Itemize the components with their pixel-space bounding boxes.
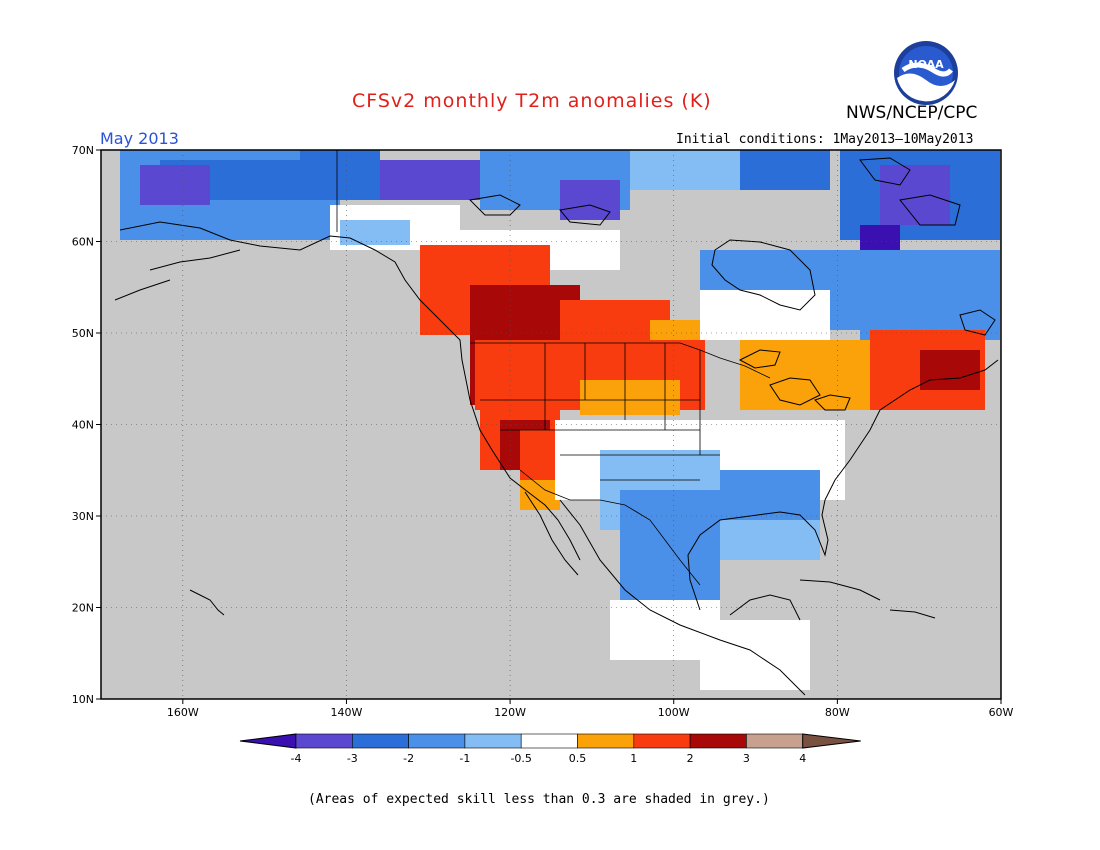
colorbar: -4 -3 -2 -1 -0.5 0.5 1 2 3 4 — [239, 733, 861, 765]
colorbar-tick-label: 1 — [630, 752, 637, 765]
longitude-label: 120W — [494, 706, 526, 719]
longitude-label: 100W — [658, 706, 690, 719]
colorbar-box — [520, 733, 578, 749]
colorbar-tick-label: -3 — [347, 752, 358, 765]
anomaly-region — [740, 150, 830, 190]
colorbar-tick-label: -2 — [403, 752, 414, 765]
anomaly-region — [630, 150, 750, 190]
anomaly-region — [140, 165, 210, 205]
colorbar-tick-label: 3 — [743, 752, 750, 765]
latitude-label: 20N — [72, 602, 94, 615]
longitude-label: 160W — [167, 706, 199, 719]
longitude-axis: 160W 140W 120W 100W 80W 60W — [167, 699, 1014, 719]
colorbar-tick-label: 4 — [799, 752, 806, 765]
anomaly-region — [380, 160, 480, 200]
map-title: CFSv2 monthly T2m anomalies (K) — [352, 90, 712, 112]
colorbar-box — [351, 733, 409, 749]
coastlines — [114, 157, 999, 696]
anomaly-region — [700, 290, 830, 340]
colorbar-box — [689, 733, 747, 749]
latitude-label: 10N — [72, 693, 94, 706]
longitude-label: 80W — [825, 706, 850, 719]
latitude-label: 70N — [72, 144, 94, 157]
colorbar-box — [464, 733, 522, 749]
longitude-label: 140W — [331, 706, 363, 719]
forecast-period: May 2013 — [100, 129, 179, 148]
colorbar-low-arrow — [239, 733, 297, 749]
colorbar-tick-label: -1 — [459, 752, 470, 765]
anomaly-region — [560, 180, 620, 220]
latitude-axis: 70N 60N 50N 40N 30N 20N 10N — [72, 144, 101, 706]
colorbar-tick-label: 0.5 — [569, 752, 587, 765]
colorbar-high-arrow — [802, 733, 861, 749]
anomaly-region — [700, 620, 810, 690]
anomaly-region — [740, 340, 890, 410]
skill-footnote: (Areas of expected skill less than 0.3 a… — [308, 792, 770, 807]
anomaly-region — [580, 380, 680, 415]
anomaly-region — [720, 520, 820, 560]
latitude-label: 60N — [72, 236, 94, 249]
anomaly-region — [300, 150, 380, 200]
colorbar-box — [408, 733, 466, 749]
initial-conditions: Initial conditions: 1May2013–10May2013 — [676, 132, 974, 147]
anomaly-region — [920, 350, 980, 390]
noaa-logo-icon: NOAA — [894, 41, 958, 105]
anomaly-region — [880, 165, 950, 225]
latitude-label: 40N — [72, 419, 94, 432]
latitude-label: 50N — [72, 327, 94, 340]
colorbar-box — [577, 733, 635, 749]
colorbar-tick-label: -0.5 — [510, 752, 531, 765]
political-borders — [336, 150, 771, 586]
colorbar-tick-label: 2 — [687, 752, 694, 765]
colorbar-box — [633, 733, 691, 749]
colorbar-tick-label: -4 — [291, 752, 302, 765]
lat-lon-grid — [101, 150, 1001, 699]
latitude-label: 30N — [72, 510, 94, 523]
colorbar-box — [746, 733, 804, 749]
logo-text: NOAA — [908, 58, 944, 71]
colorbar-box — [295, 733, 353, 749]
anomaly-region — [520, 480, 560, 510]
longitude-label: 60W — [989, 706, 1014, 719]
anomaly-field — [120, 150, 1000, 690]
anomaly-region — [340, 220, 410, 245]
agency-label: NWS/NCEP/CPC — [846, 103, 978, 123]
